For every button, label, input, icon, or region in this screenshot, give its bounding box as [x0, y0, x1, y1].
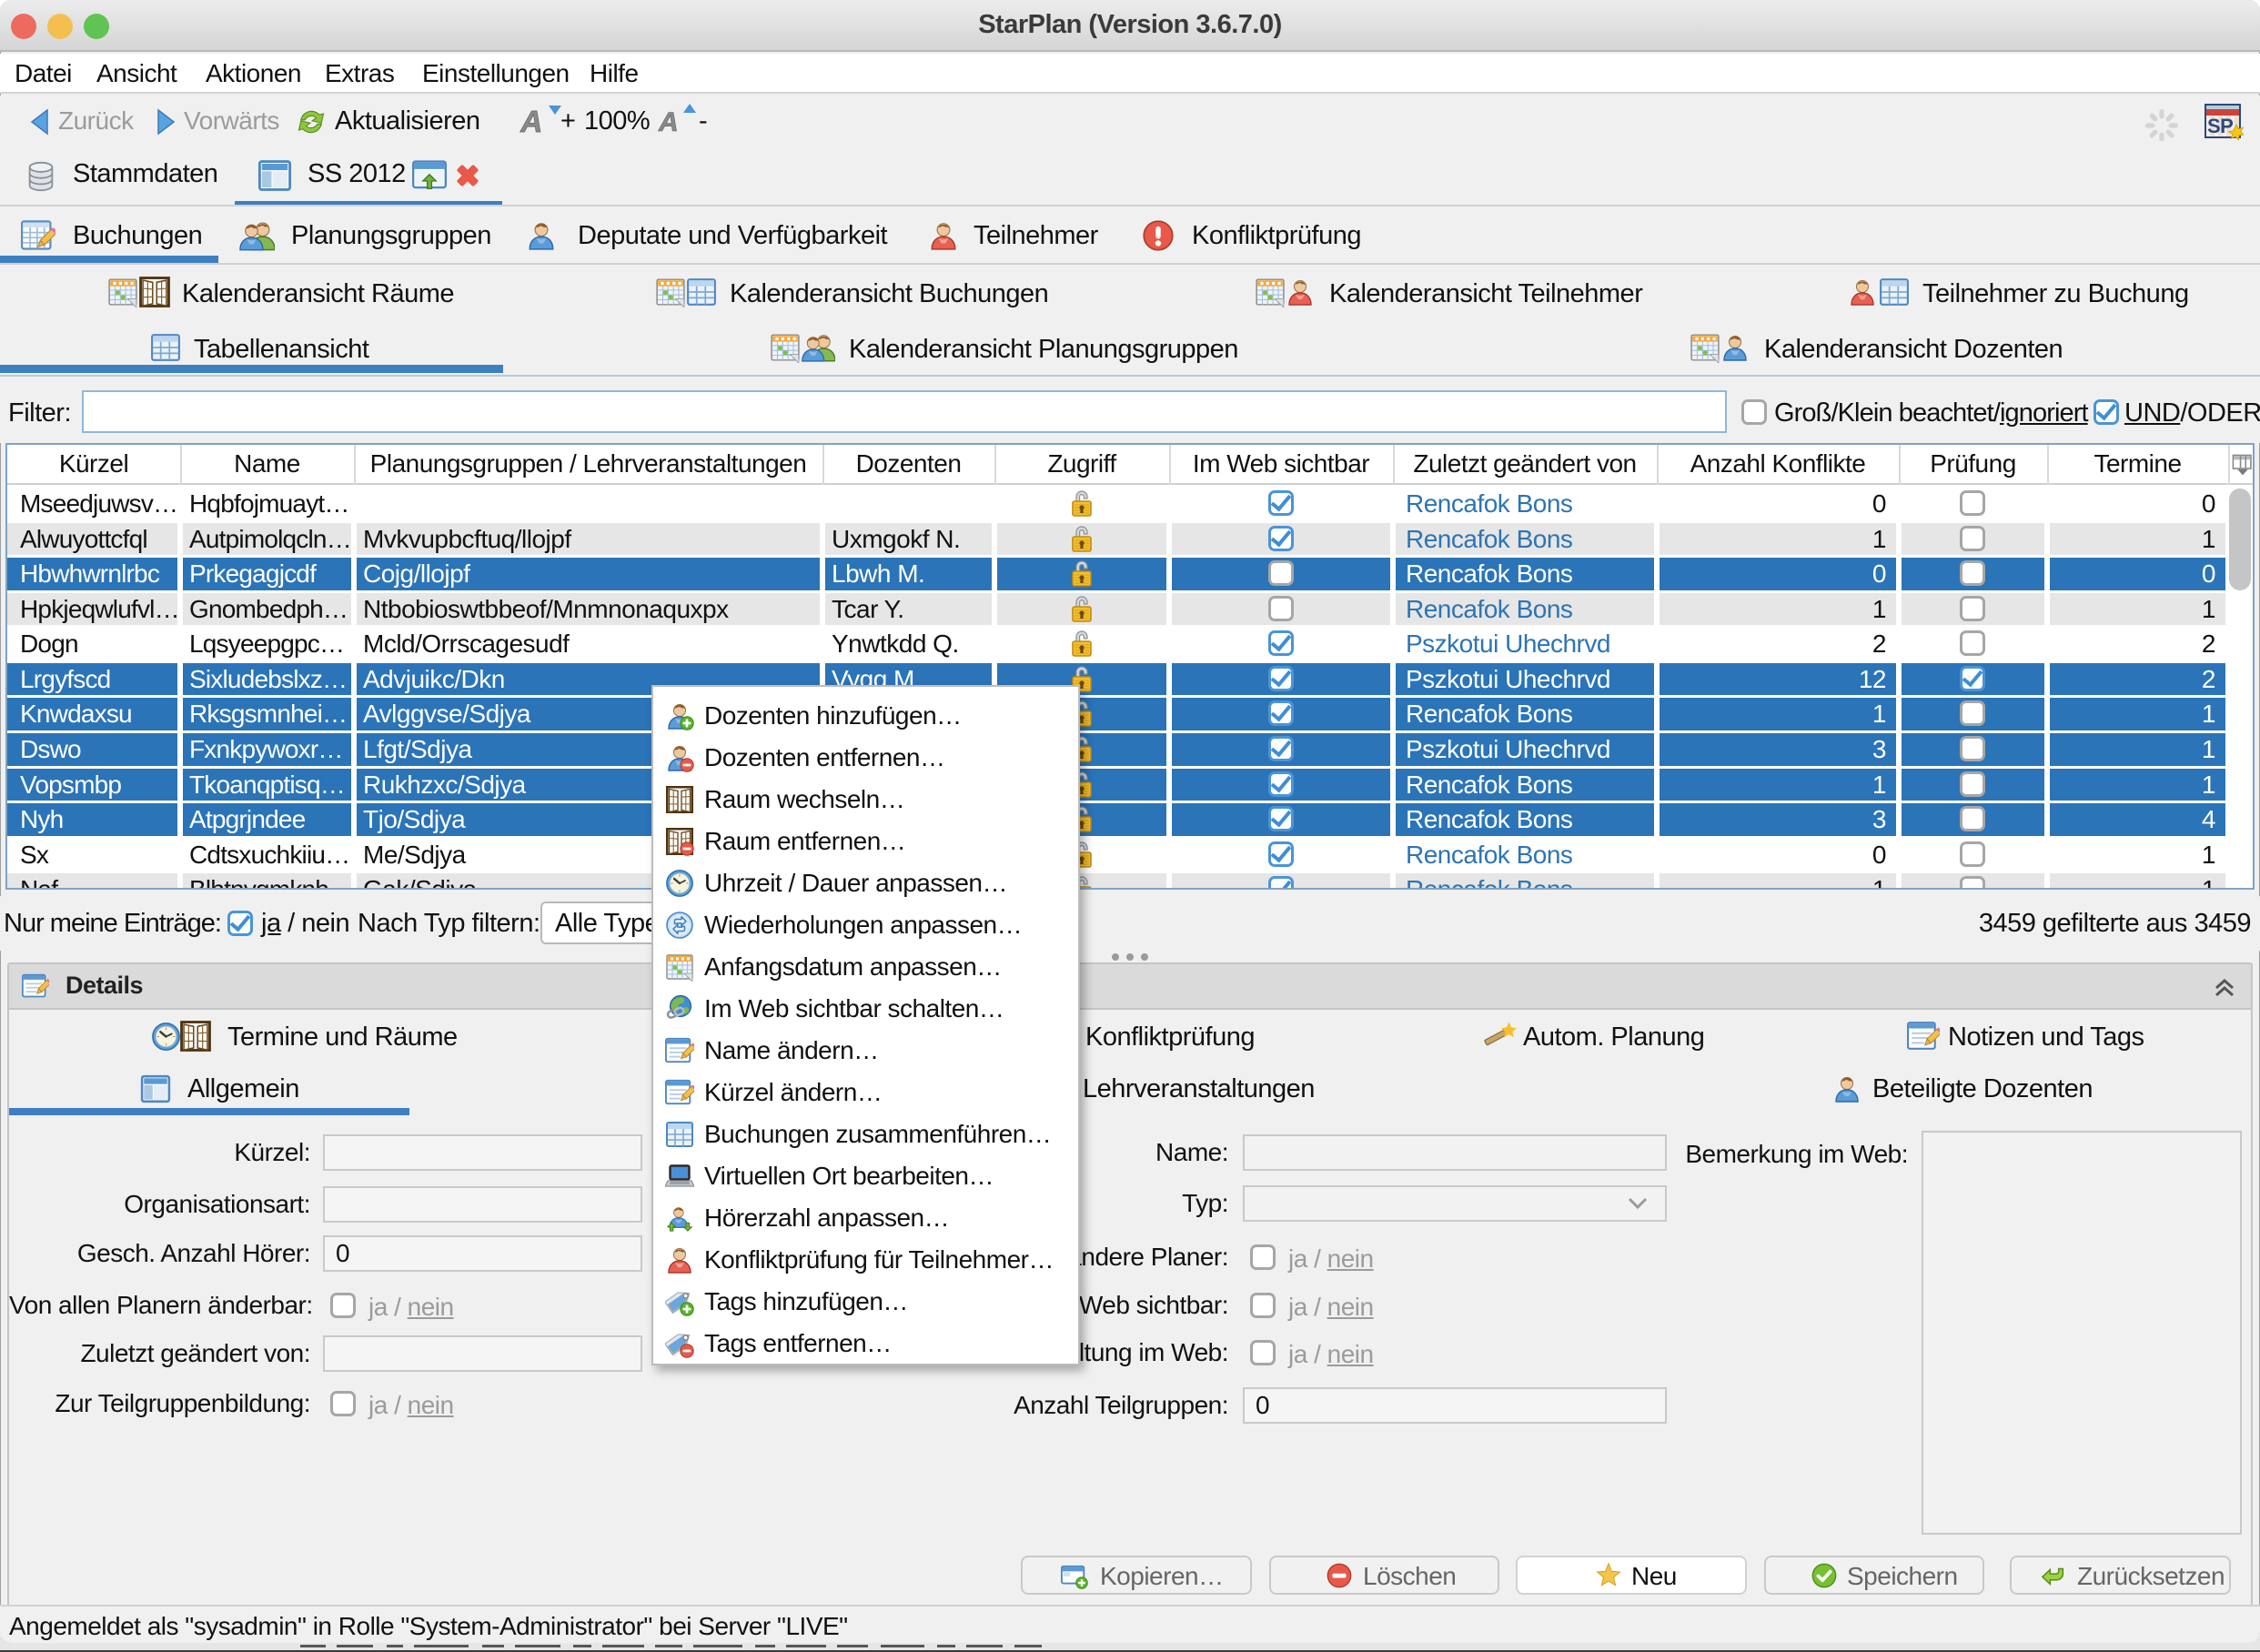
svg-text:SP: SP: [2207, 115, 2233, 137]
